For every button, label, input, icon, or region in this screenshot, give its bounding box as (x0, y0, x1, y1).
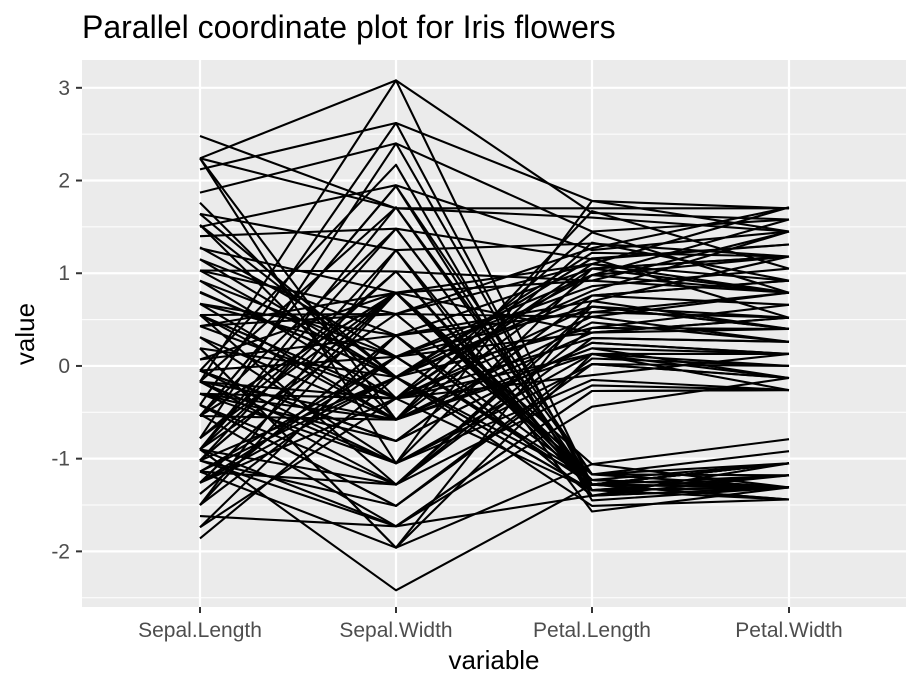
data-line (199, 224, 790, 421)
data-line (199, 279, 790, 443)
y-tick-label: 2 (58, 170, 70, 193)
x-tick-label: Petal.Width (735, 619, 842, 642)
x-axis-title: variable (448, 645, 539, 675)
y-tick-label: -2 (51, 540, 70, 563)
data-line (199, 230, 790, 328)
data-line (199, 224, 790, 379)
data-line (199, 389, 790, 528)
data-line (199, 291, 790, 361)
data-line (199, 357, 790, 507)
data-lines (199, 79, 790, 592)
data-line (199, 376, 790, 528)
data-line (199, 378, 790, 465)
data-line (199, 243, 790, 379)
x-tick-label: Sepal.Width (339, 619, 452, 642)
data-line (199, 352, 790, 400)
data-line (199, 255, 790, 379)
y-axis-title: value (10, 303, 40, 365)
data-line (199, 121, 790, 492)
data-line (199, 206, 790, 317)
y-axis: 3 2 1 0 -1 -2 (51, 77, 82, 563)
data-line (199, 438, 790, 549)
data-line (199, 135, 789, 210)
data-line (199, 355, 790, 489)
data-line (199, 300, 790, 549)
data-line (199, 334, 790, 529)
data-line (199, 267, 790, 400)
data-line (199, 303, 790, 486)
data-line (199, 376, 790, 540)
data-line (199, 121, 790, 210)
x-tick-label: Sepal.Length (138, 619, 262, 642)
x-axis: Sepal.Length Sepal.Width Petal.Length Petal… (138, 607, 843, 642)
x-tick-label: Petal.Length (533, 619, 651, 642)
y-tick-label: 3 (58, 77, 70, 100)
data-line (199, 142, 790, 233)
data-line (199, 352, 790, 465)
data-line (199, 206, 790, 316)
chart-title: Parallel coordinate plot for Iris flower… (82, 9, 616, 45)
data-line (199, 448, 790, 592)
y-tick-label: 0 (58, 355, 70, 378)
data-line (199, 269, 790, 294)
y-tick-label: -1 (51, 448, 70, 471)
y-tick-label: 1 (58, 262, 70, 285)
data-line (199, 474, 790, 528)
data-line (199, 363, 790, 507)
